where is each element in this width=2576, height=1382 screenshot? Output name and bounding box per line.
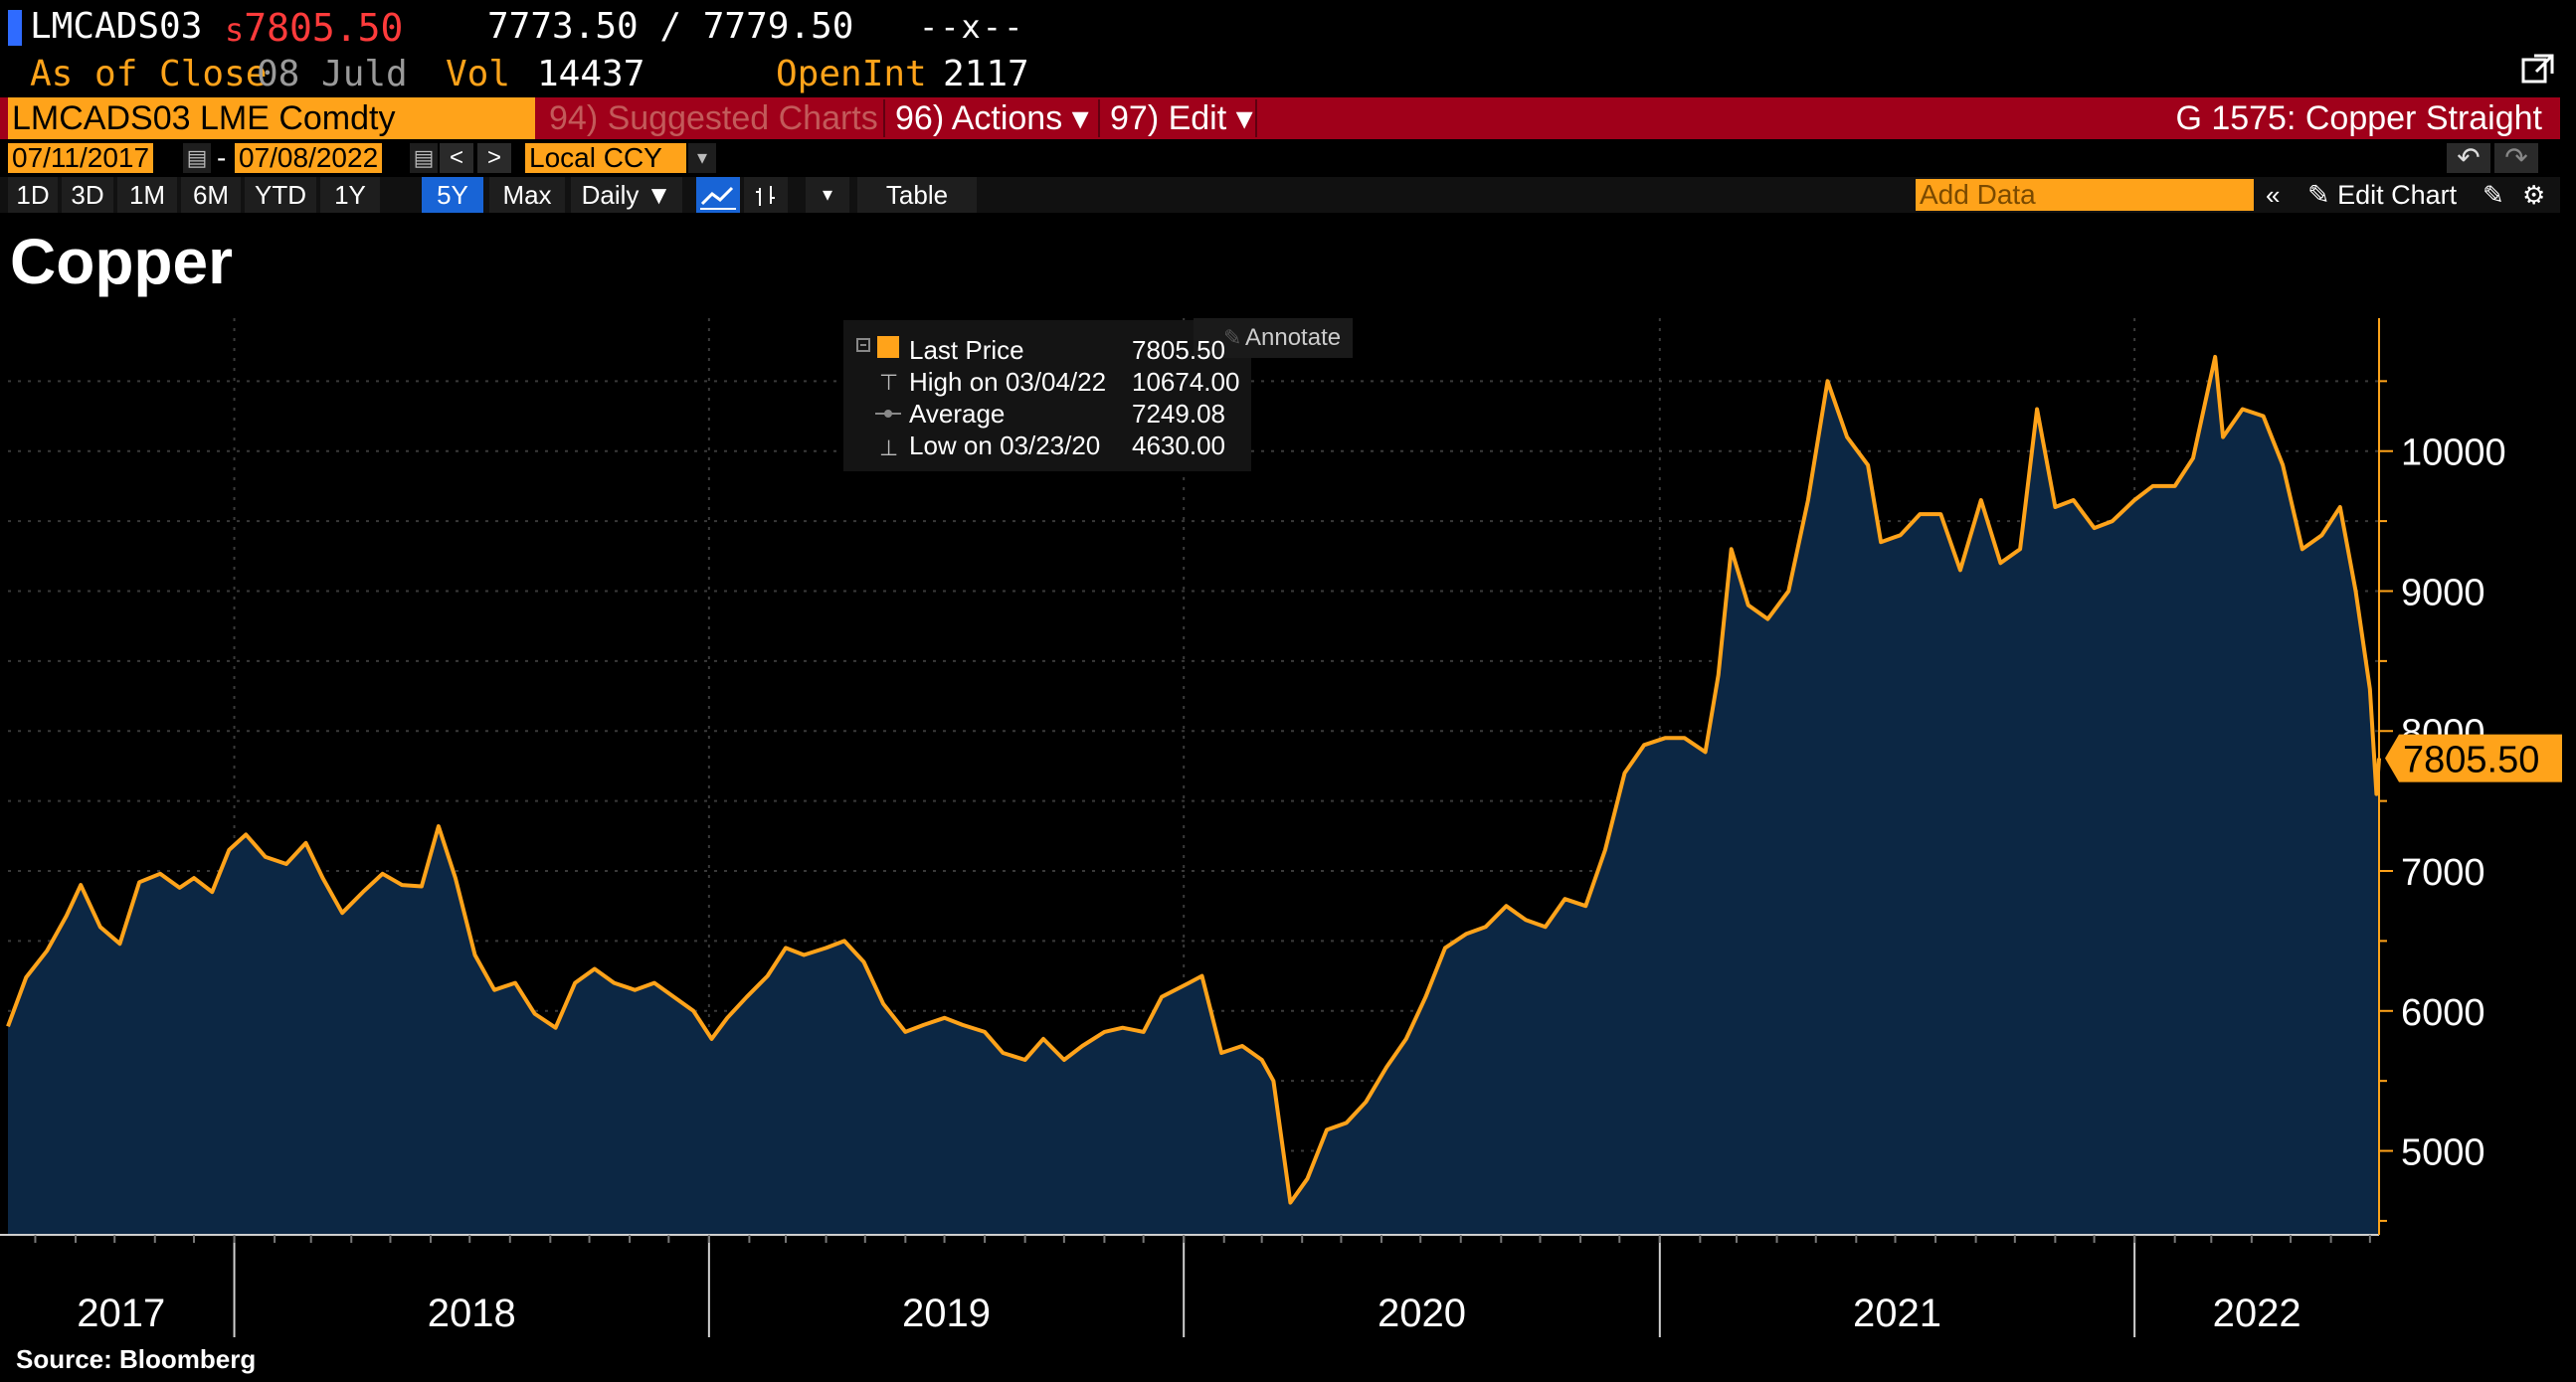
period-button-1y[interactable]: 1Y (320, 177, 380, 213)
calendar-icon[interactable]: ▤ (183, 143, 211, 173)
average-marker-dot (884, 410, 892, 418)
period-button-ytd[interactable]: YTD (245, 177, 316, 213)
y-tick-label: 10000 (2401, 432, 2506, 474)
edit-chart-button[interactable]: ✎ Edit Chart (2307, 177, 2457, 213)
x-tick-label: 2020 (1378, 1292, 1466, 1335)
security-field[interactable]: LMCADS03 LME Comdty (8, 97, 535, 139)
last-price-prefix: s (225, 11, 245, 49)
collapse-icon[interactable]: « (2266, 180, 2281, 210)
table-button[interactable]: Table (857, 177, 977, 213)
price-area-fill (8, 356, 2379, 1235)
y-tick-label: 9000 (2401, 572, 2485, 613)
date-range-dash: - (217, 142, 227, 173)
legend-value-high: 10674.00 (1132, 367, 1239, 397)
y-tick-label: 6000 (2401, 992, 2485, 1034)
open-interest-value: 2117 (943, 54, 1029, 94)
gear-icon[interactable]: ⚙ (2522, 180, 2546, 210)
ticker-symbol: LMCADS03 (30, 6, 203, 47)
undo-icon[interactable]: ↶ (2447, 143, 2490, 173)
volume-label: Vol (446, 54, 511, 94)
calendar-icon[interactable]: ▤ (410, 143, 438, 173)
last-price-tag-label: 7805.50 (2403, 740, 2539, 781)
chart-type-dropdown-icon[interactable]: ▾ (806, 177, 849, 213)
edit-note-icon[interactable]: ✎ (2483, 180, 2504, 210)
chart-template-title: G 1575: Copper Straight (2175, 99, 2542, 137)
start-date-field[interactable]: 07/11/2017 (8, 143, 154, 173)
chart-title: Copper (10, 226, 233, 297)
x-tick-label: 2022 (2213, 1292, 2301, 1335)
redo-icon[interactable]: ↷ (2494, 143, 2538, 173)
legend-label-low: Low on 03/23/20 (909, 431, 1100, 460)
legend-label-last: Last Price (909, 335, 1024, 365)
ticker-marker (8, 10, 22, 46)
legend-label-high: High on 03/04/22 (909, 367, 1106, 397)
edit-menu[interactable]: 97) Edit ▾ (1110, 99, 1253, 137)
period-button-6m[interactable]: 6M (181, 177, 241, 213)
menu-separator (1255, 99, 1257, 137)
prev-period-icon[interactable]: < (440, 143, 473, 173)
last-price-swatch (877, 336, 899, 358)
annotate-label: Annotate (1245, 324, 1341, 351)
popout-icon[interactable] (2520, 52, 2556, 87)
annotate-button (1194, 318, 1353, 358)
end-date-field[interactable]: 07/08/2022 (235, 143, 383, 173)
suggested-charts-menu[interactable]: 94) Suggested Charts (549, 99, 878, 137)
legend-label-average: Average (909, 399, 1005, 429)
add-data-input[interactable]: Add Data (1916, 179, 2254, 211)
volume-value: 14437 (537, 54, 645, 94)
y-tick-label: 5000 (2401, 1132, 2485, 1174)
high-marker-icon: ⊤ (879, 370, 898, 395)
edit-chart-label: Edit Chart (2337, 180, 2458, 210)
bar-chart-icon[interactable] (744, 177, 788, 213)
price-line (6, 354, 2381, 1205)
actions-menu[interactable]: 96) Actions ▾ (895, 99, 1089, 137)
x-axis: 2017 2018 2019 2020 2021 2022 (0, 1234, 2379, 1337)
x-tick-label: 2021 (1853, 1292, 1941, 1335)
x-tick-label: 2018 (428, 1292, 516, 1335)
period-button-3d[interactable]: 3D (62, 177, 113, 213)
x-tick-label: 2017 (77, 1292, 165, 1335)
as-of-date: 08 Juld (257, 54, 408, 94)
y-tick-label: 7000 (2401, 852, 2485, 894)
net-change: --x-- (919, 8, 1025, 46)
last-price-tag: 7805.50 (2385, 734, 2562, 782)
period-button-5y[interactable]: 5Y (422, 177, 483, 213)
menu-separator (1098, 99, 1100, 137)
legend-value-last: 7805.50 (1132, 335, 1225, 365)
last-price-tag-shape (2385, 734, 2562, 782)
chevron-down-icon[interactable]: ▾ (688, 143, 716, 173)
currency-select[interactable]: Local CCY (525, 143, 686, 173)
legend-value-average: 7249.08 (1132, 399, 1225, 429)
pencil-icon: ✎ (1223, 325, 1241, 350)
period-button-1d[interactable]: 1D (8, 177, 58, 213)
legend-value-low: 4630.00 (1132, 431, 1225, 460)
low-marker-icon: ⊥ (879, 435, 898, 460)
period-button-max[interactable]: Max (489, 177, 565, 213)
legend-collapse-icon (856, 338, 870, 352)
next-period-icon[interactable]: > (477, 143, 511, 173)
frequency-select[interactable]: Daily ▼ (571, 177, 682, 213)
chart-legend: ✎ Annotate Last Price 7805.50 ⊤ High on … (843, 318, 1353, 471)
menu-separator (883, 99, 885, 137)
bid-ask: 7773.50 / 7779.50 (487, 6, 854, 47)
period-button-1m[interactable]: 1M (117, 177, 177, 213)
as-of-label: As of Close (30, 54, 268, 94)
last-price-value: 7805.50 (244, 6, 404, 50)
open-interest-label: OpenInt (776, 54, 927, 94)
last-price-header: s7805.50 (225, 6, 403, 50)
source-note: Source: Bloomberg (16, 1344, 257, 1374)
legend-background (843, 320, 1251, 471)
pencil-icon: ✎ (2307, 180, 2338, 210)
line-chart-icon[interactable] (696, 177, 740, 213)
x-tick-label: 2019 (902, 1292, 991, 1335)
